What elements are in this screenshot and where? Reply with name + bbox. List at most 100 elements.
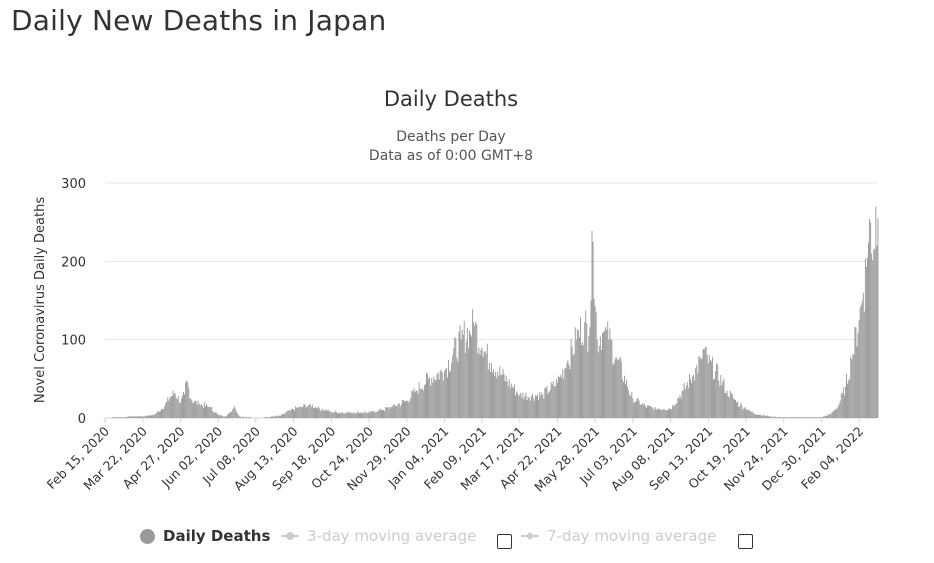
bar[interactable]: [429, 377, 431, 418]
bar[interactable]: [360, 412, 361, 418]
bar[interactable]: [868, 242, 869, 418]
bar[interactable]: [206, 403, 208, 418]
bar[interactable]: [242, 416, 244, 418]
bar[interactable]: [431, 378, 433, 418]
bar[interactable]: [551, 384, 553, 418]
bar[interactable]: [829, 414, 831, 418]
bar[interactable]: [458, 331, 460, 418]
bar[interactable]: [825, 415, 827, 418]
bar[interactable]: [816, 417, 818, 418]
bar[interactable]: [434, 379, 436, 418]
bar[interactable]: [750, 411, 752, 418]
bar[interactable]: [456, 357, 458, 418]
bar[interactable]: [506, 381, 508, 418]
bar[interactable]: [218, 414, 220, 418]
bar[interactable]: [607, 321, 609, 418]
bar[interactable]: [564, 368, 566, 418]
bar[interactable]: [147, 415, 149, 418]
bar[interactable]: [628, 390, 630, 418]
bar[interactable]: [541, 392, 543, 418]
bar[interactable]: [697, 373, 699, 418]
bar[interactable]: [643, 403, 645, 418]
bar[interactable]: [296, 407, 298, 418]
bar[interactable]: [680, 398, 682, 418]
bar[interactable]: [716, 363, 718, 418]
bar[interactable]: [126, 417, 128, 418]
bar[interactable]: [193, 402, 195, 418]
bar[interactable]: [239, 416, 241, 418]
bar[interactable]: [835, 408, 837, 418]
bar[interactable]: [334, 410, 336, 418]
bar[interactable]: [752, 413, 754, 418]
bar[interactable]: [227, 414, 228, 418]
bar[interactable]: [199, 405, 201, 418]
bar[interactable]: [681, 390, 683, 418]
bar[interactable]: [395, 406, 397, 418]
bar[interactable]: [157, 410, 159, 418]
bar[interactable]: [502, 368, 504, 418]
bar[interactable]: [586, 323, 588, 418]
bar[interactable]: [527, 396, 529, 418]
bar[interactable]: [274, 416, 276, 418]
bar[interactable]: [723, 378, 725, 418]
bar[interactable]: [707, 363, 709, 418]
bar[interactable]: [329, 411, 331, 418]
bar[interactable]: [661, 409, 663, 418]
bar[interactable]: [683, 382, 685, 418]
bar[interactable]: [798, 417, 800, 418]
bar[interactable]: [340, 413, 342, 418]
bar[interactable]: [377, 410, 379, 418]
bar[interactable]: [246, 417, 248, 418]
bar[interactable]: [223, 416, 225, 418]
bar[interactable]: [650, 406, 652, 418]
bar[interactable]: [444, 369, 446, 418]
bar[interactable]: [281, 414, 283, 418]
bar[interactable]: [419, 389, 421, 418]
bar[interactable]: [350, 413, 352, 418]
bar[interactable]: [376, 411, 378, 418]
bar[interactable]: [231, 411, 233, 418]
bar[interactable]: [161, 409, 162, 418]
bar[interactable]: [186, 380, 188, 418]
bar[interactable]: [400, 403, 402, 418]
bar[interactable]: [831, 412, 833, 418]
bar[interactable]: [832, 411, 834, 418]
bar[interactable]: [169, 398, 171, 418]
bar[interactable]: [677, 397, 679, 418]
3-day-average-checkbox[interactable]: [497, 534, 512, 549]
bar[interactable]: [319, 408, 321, 418]
bar[interactable]: [263, 417, 265, 418]
bar[interactable]: [250, 417, 252, 418]
bar[interactable]: [562, 369, 564, 418]
bar[interactable]: [137, 416, 139, 418]
bar[interactable]: [287, 410, 289, 418]
bar[interactable]: [704, 347, 706, 419]
bar[interactable]: [682, 390, 684, 418]
bar[interactable]: [310, 407, 312, 418]
bar[interactable]: [129, 416, 131, 418]
bar[interactable]: [209, 407, 211, 418]
bar[interactable]: [827, 415, 829, 418]
bar[interactable]: [785, 417, 787, 418]
bar[interactable]: [371, 410, 373, 418]
bar[interactable]: [178, 403, 180, 418]
bar[interactable]: [857, 333, 859, 418]
bar[interactable]: [578, 337, 580, 418]
bar[interactable]: [872, 260, 874, 418]
bar[interactable]: [410, 397, 412, 418]
bar[interactable]: [474, 325, 476, 418]
bar[interactable]: [394, 405, 396, 418]
bar[interactable]: [217, 414, 219, 418]
bar[interactable]: [212, 410, 214, 418]
bar[interactable]: [533, 400, 535, 418]
bar[interactable]: [639, 404, 641, 418]
bar[interactable]: [298, 407, 300, 418]
bar[interactable]: [836, 408, 838, 418]
bar[interactable]: [375, 411, 377, 418]
bar[interactable]: [595, 312, 597, 418]
bar[interactable]: [809, 417, 811, 418]
bar[interactable]: [503, 374, 505, 418]
bar[interactable]: [769, 416, 771, 418]
bar[interactable]: [658, 408, 660, 418]
bar[interactable]: [497, 371, 499, 418]
